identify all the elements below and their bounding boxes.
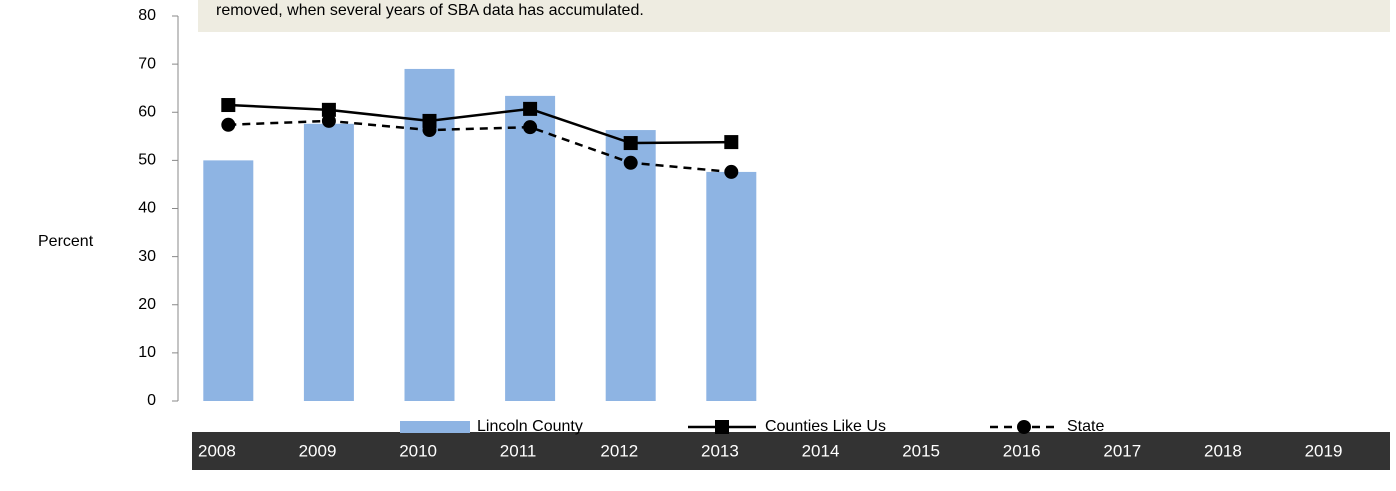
y-tick-label: 10 bbox=[138, 344, 156, 361]
bar bbox=[706, 171, 757, 401]
y-tick-label: 40 bbox=[138, 200, 156, 217]
legend-marker bbox=[1017, 420, 1031, 434]
legend-marker bbox=[715, 420, 729, 434]
x-tick-label: 2012 bbox=[600, 441, 638, 460]
x-tick-label: 2009 bbox=[299, 441, 337, 460]
legend-swatch bbox=[400, 421, 470, 433]
point bbox=[221, 98, 236, 113]
line bbox=[228, 103, 732, 145]
x-tick-label: 2010 bbox=[399, 441, 437, 460]
bar bbox=[505, 95, 556, 401]
point bbox=[523, 101, 538, 116]
y-tick-label: 30 bbox=[138, 248, 156, 265]
y-tick-label: 50 bbox=[138, 152, 156, 169]
x-tick-label: 2019 bbox=[1305, 441, 1343, 460]
line bbox=[228, 119, 732, 174]
y-axis-label: Percent bbox=[38, 233, 94, 250]
x-tick-label: 2018 bbox=[1204, 441, 1242, 460]
x-tick-label: 2017 bbox=[1103, 441, 1141, 460]
annotation-box bbox=[198, 0, 1390, 32]
point bbox=[422, 123, 437, 138]
bar bbox=[203, 160, 254, 401]
point bbox=[321, 113, 336, 128]
bar bbox=[605, 130, 656, 401]
x-tick-label: 2011 bbox=[500, 441, 537, 460]
y-tick-label: 60 bbox=[138, 103, 156, 120]
x-tick-label: 2014 bbox=[802, 441, 840, 460]
legend-label: Lincoln County bbox=[477, 418, 583, 435]
point bbox=[623, 155, 638, 170]
point bbox=[623, 136, 638, 151]
legend-label: State bbox=[1067, 418, 1104, 435]
annotation: removed, when several years of SBA data … bbox=[216, 2, 644, 19]
x-tick-label: 2008 bbox=[198, 441, 236, 460]
y-tick-label: 20 bbox=[138, 296, 156, 313]
legend-label: Counties Like Us bbox=[765, 418, 886, 435]
point bbox=[724, 164, 739, 179]
point bbox=[221, 117, 236, 132]
category-strip bbox=[192, 432, 1390, 470]
point bbox=[724, 135, 739, 150]
point bbox=[321, 102, 336, 117]
y-tick-label: 70 bbox=[138, 55, 156, 72]
point bbox=[523, 120, 538, 135]
y-tick-label: 0 bbox=[147, 392, 156, 409]
x-tick-label: 2016 bbox=[1003, 441, 1041, 460]
x-tick-label: 2013 bbox=[701, 441, 739, 460]
y-tick-label: 80 bbox=[138, 7, 156, 24]
x-tick-label: 2015 bbox=[902, 441, 940, 460]
bar bbox=[303, 123, 354, 402]
